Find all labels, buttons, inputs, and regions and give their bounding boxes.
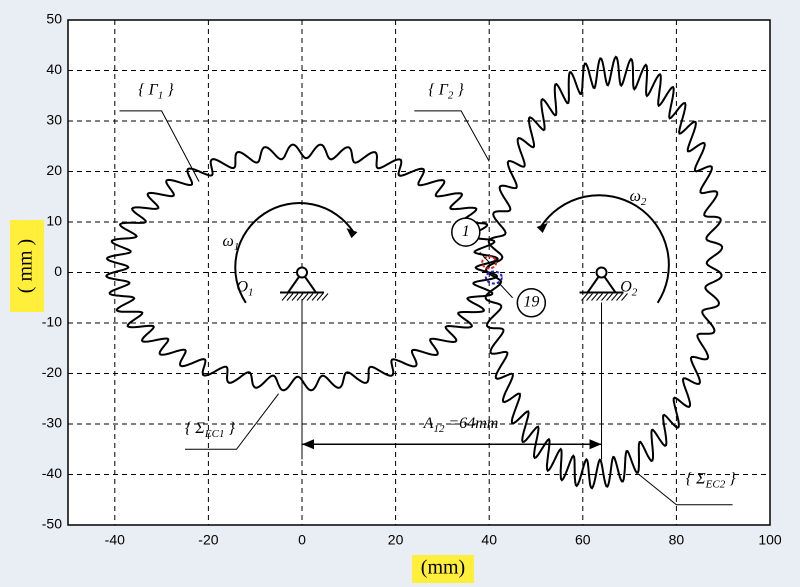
annotation-text: ω — [222, 233, 233, 250]
annotation-suffix: } — [163, 81, 174, 98]
x-tick-label: 80 — [669, 532, 685, 548]
x-tick-label: 20 — [388, 532, 404, 548]
x-tick-label: 40 — [481, 532, 497, 548]
annotation-text: { Σ — [185, 420, 205, 437]
x-axis-label: (mm) — [421, 557, 465, 579]
annotation-suffix: =64mm — [444, 415, 498, 432]
annotation: { Γ1 } — [138, 81, 174, 101]
y-tick-label: 0 — [54, 263, 62, 279]
y-tick-label: 20 — [46, 162, 62, 178]
annotation-subscript: EC1 — [204, 428, 225, 440]
x-tick-label: 60 — [575, 532, 591, 548]
pivot — [297, 268, 307, 278]
y-tick-label: -50 — [42, 516, 62, 532]
annotation-text: { Γ — [138, 81, 158, 98]
marker-label: 19 — [523, 293, 539, 310]
annotation-text: O — [236, 278, 248, 295]
annotation-subscript: 12 — [433, 423, 445, 435]
y-tick-label: 50 — [46, 11, 62, 27]
annotation: { Γ2 } — [428, 81, 464, 101]
x-tick-label: 0 — [298, 532, 306, 548]
x-tick-label: -40 — [105, 532, 125, 548]
y-tick-label: 30 — [46, 112, 62, 128]
y-tick-label: -10 — [42, 314, 62, 330]
y-axis-label: ( mm ) — [15, 239, 37, 293]
pivot — [597, 268, 607, 278]
annotation-subscript: 1 — [234, 241, 240, 253]
y-tick-label: 10 — [46, 213, 62, 229]
x-tick-label: 100 — [758, 532, 782, 548]
annotation-text: { Γ — [428, 81, 448, 98]
annotation-text: { Σ — [686, 470, 706, 487]
x-tick-label: -20 — [198, 532, 218, 548]
annotation-subscript: 1 — [248, 286, 254, 298]
marker-label: 1 — [462, 223, 470, 240]
annotation-suffix: } — [725, 470, 736, 487]
annotation-subscript: 2 — [632, 286, 638, 298]
figure: ( mm ) (mm) -40-200204060801005040302010… — [0, 0, 800, 587]
y-tick-label: -40 — [42, 465, 62, 481]
annotation-subscript: EC2 — [705, 478, 726, 490]
annotation-suffix: } — [224, 420, 235, 437]
annotation-subscript: 2 — [641, 195, 647, 207]
y-tick-label: -30 — [42, 415, 62, 431]
y-tick-label: 40 — [46, 61, 62, 77]
annotation-suffix: } — [453, 81, 464, 98]
annotation-text: A — [423, 415, 434, 432]
annotation-text: ω — [630, 187, 641, 204]
y-tick-label: -20 — [42, 364, 62, 380]
annotation-text: O — [620, 278, 632, 295]
